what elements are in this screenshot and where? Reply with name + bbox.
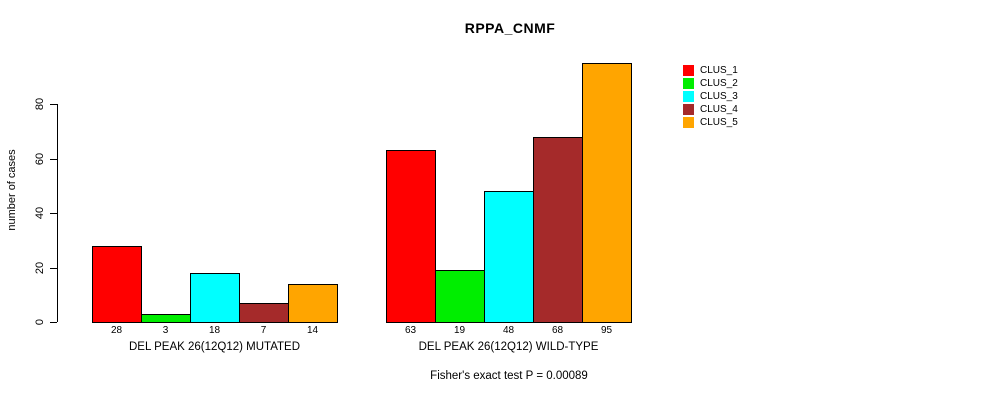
- bar-clus_2: [141, 313, 191, 323]
- legend-label: CLUS_5: [700, 117, 738, 128]
- legend: CLUS_1 CLUS_2 CLUS_3 CLUS_4 CLUS_5: [683, 64, 738, 129]
- fisher-test-annotation: Fisher's exact test P = 0.00089: [430, 370, 588, 382]
- y-tick-mark: [50, 213, 57, 214]
- y-tick-mark: [50, 104, 57, 105]
- bar-value-label: 48: [502, 325, 515, 336]
- bar-value-label: 68: [551, 325, 564, 336]
- y-tick-label: 20: [34, 261, 46, 274]
- legend-item: CLUS_3: [683, 90, 738, 103]
- bar-value-label: 19: [453, 325, 466, 336]
- legend-swatch-icon: [683, 78, 694, 89]
- bar-value-label: 63: [404, 325, 417, 336]
- legend-swatch-icon: [683, 65, 694, 76]
- y-tick-mark: [50, 158, 57, 160]
- legend-item: CLUS_4: [683, 103, 738, 116]
- group-label: DEL PEAK 26(12Q12) WILD-TYPE: [418, 341, 599, 353]
- y-axis-label: number of cases: [6, 149, 18, 231]
- bar-value-label: 7: [260, 325, 267, 336]
- bar-clus_4: [239, 302, 289, 323]
- bar-value-label: 18: [208, 325, 221, 336]
- chart-title: RPPA_CNMF: [464, 20, 556, 36]
- bar-clus_2: [435, 270, 485, 323]
- y-tick-label: 0: [34, 318, 46, 326]
- legend-item: CLUS_2: [683, 77, 738, 90]
- y-tick-label: 80: [34, 97, 46, 111]
- y-tick-mark: [50, 322, 57, 323]
- bar-value-label: 28: [110, 325, 123, 336]
- bar-clus_3: [190, 272, 240, 323]
- y-axis-line: [57, 104, 58, 322]
- bar-clus_4: [533, 136, 583, 323]
- bar-clus_1: [386, 150, 436, 323]
- y-tick-mark: [50, 267, 57, 269]
- legend-swatch-icon: [683, 91, 694, 102]
- legend-label: CLUS_1: [700, 65, 738, 76]
- bar-clus_5: [582, 63, 632, 323]
- bar-value-label: 3: [162, 325, 169, 336]
- bar-value-label: 14: [306, 325, 319, 336]
- bar-clus_5: [288, 283, 338, 323]
- bar-clus_3: [484, 191, 534, 323]
- bar-clus_1: [92, 245, 142, 323]
- y-tick-label: 40: [34, 206, 46, 220]
- group-label: DEL PEAK 26(12Q12) MUTATED: [128, 341, 301, 353]
- legend-swatch-icon: [683, 104, 694, 115]
- legend-label: CLUS_2: [700, 78, 738, 89]
- legend-swatch-icon: [683, 117, 694, 128]
- legend-label: CLUS_4: [700, 104, 738, 115]
- legend-item: CLUS_1: [683, 64, 738, 77]
- y-tick-label: 60: [34, 152, 46, 165]
- legend-label: CLUS_3: [700, 91, 738, 102]
- bar-value-label: 95: [600, 325, 613, 336]
- legend-item: CLUS_5: [683, 116, 738, 129]
